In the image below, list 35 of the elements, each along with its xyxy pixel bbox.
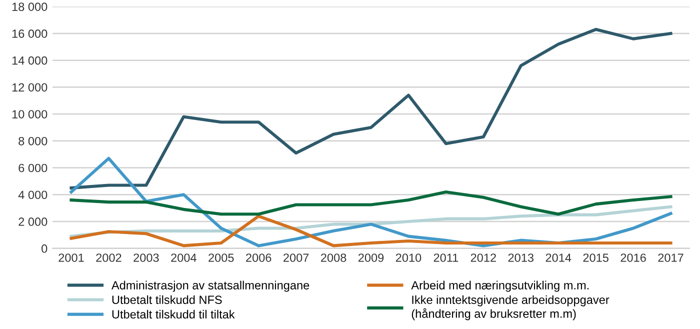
legend-label: Administrasjon av statsallmenningane [111,280,310,292]
x-tick-label: 2015 [583,254,608,262]
x-tick-label: 2014 [546,254,572,262]
y-tick-label: 14 000 [12,56,48,65]
y-tick-label: 10 000 [12,110,48,118]
line-series [70,190,672,216]
y-tick-label: 16 000 [12,29,48,38]
y-tick-label: 12 000 [12,83,48,92]
x-tick-label: 2005 [208,254,234,262]
y-tick-label: 6 000 [18,164,48,172]
x-tick-label: 2013 [508,254,534,262]
x-tick-label: 2012 [470,254,496,262]
y-tick-label: 0 [42,244,48,253]
x-tick-label: 2001 [58,254,84,262]
x-tick-label: 2007 [284,254,309,262]
x-tick-label: 2010 [396,254,422,262]
x-tick-label: 2016 [620,254,646,262]
x-tick-label: 2004 [171,254,196,262]
x-tick-label: 2017 [658,254,684,262]
y-tick-label: 8 000 [18,136,48,146]
line-series [70,28,672,190]
y-tick-label: 2 000 [18,218,48,226]
y-tick-label: 18 000 [12,2,48,11]
legend-label: Utbetalt tilskudd NFS [112,295,222,304]
legend-label: Ikke inntektsgivende arbeidsoppgaver (håndtering av bruksretter m.m) [412,295,610,320]
x-tick-label: 2009 [358,254,384,262]
x-tick-label: 2008 [320,254,346,262]
x-tick-label: 2002 [96,254,122,262]
x-tick-label: 2006 [246,254,272,262]
x-tick-label: 2003 [134,254,159,262]
legend-label: Arbeid med næringsutvikling m.m. [411,280,589,292]
y-tick-label: 4 000 [18,190,48,200]
legend-label: Utbetalt tilskudd til tiltak [112,310,235,319]
x-tick-label: 2011 [434,254,458,262]
line-series [70,214,672,248]
